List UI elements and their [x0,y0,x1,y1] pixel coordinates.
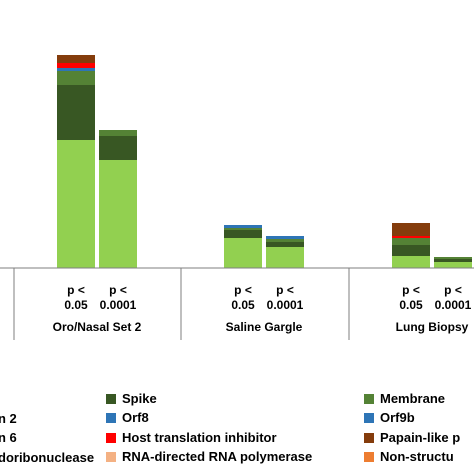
tick-label: p < [109,283,127,297]
bar-segment-membrane [224,228,262,230]
bar-segment-orf8 [57,68,95,71]
bar-segment-orf8 [224,225,262,228]
bar-segment-membrane [57,71,95,85]
bar-segment-base [99,160,137,268]
bar-segment-membrane [434,257,472,259]
tick-label: 0.0001 [100,298,137,312]
group-label: Saline Gargle [226,320,303,334]
bar-segment-spike [224,230,262,238]
tick-label: p < [444,283,462,297]
tick-label: p < [402,283,420,297]
bar-segment-base [434,262,472,268]
bar-segment-orf8 [266,236,304,239]
bar-segment-papain-like-protease [57,55,95,63]
bar-segment-base [392,256,430,268]
bar-segment-spike [99,136,137,160]
bar-segment-papain-like-protease [392,223,430,236]
bar-segment-spike [266,242,304,247]
bar-segment-spike [392,245,430,256]
group-label: Oro/Nasal Set 2 [53,320,142,334]
bar-segment-base [57,140,95,268]
group-label: Lung Biopsy [396,320,469,334]
bar-segment-base [224,238,262,268]
tick-label: p < [276,283,294,297]
tick-label: 0.05 [64,298,88,312]
bar-segment-membrane [392,238,430,245]
tick-label: 0.0001 [435,298,472,312]
tick-label: 0.0001 [267,298,304,312]
bar-segment-host-translation-inhibitor [57,63,95,68]
bar-segment-membrane [266,239,304,242]
tick-label: 0.05 [231,298,255,312]
tick-label: p < [234,283,252,297]
bar-segment-spike [434,259,472,262]
bar-segment-base [266,247,304,268]
tick-label: p < [67,283,85,297]
bar-segment-spike [57,85,95,140]
tick-label: 0.05 [399,298,423,312]
bar-segment-membrane [99,130,137,136]
bar-segment-host-translation-inhibitor [392,236,430,238]
